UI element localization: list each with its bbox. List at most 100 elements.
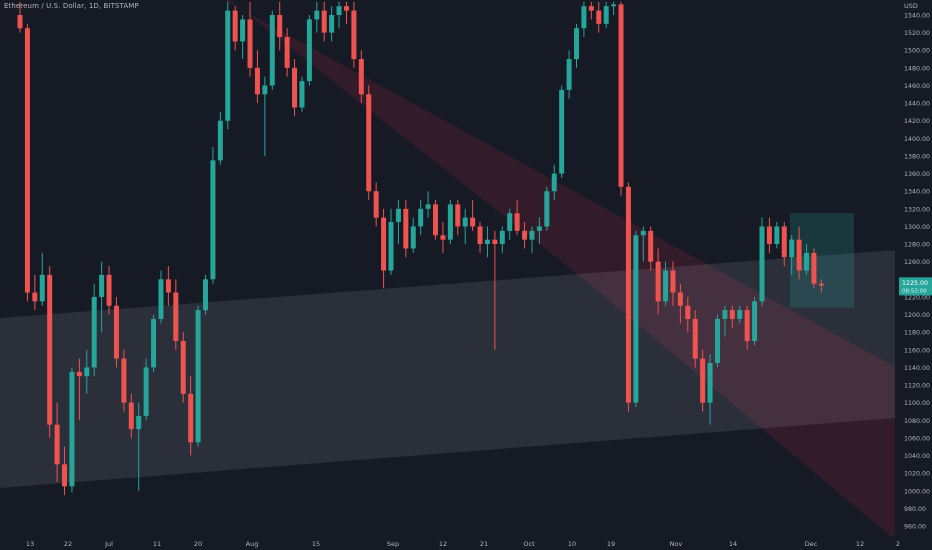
candle-body xyxy=(714,318,720,364)
candle xyxy=(611,1,617,15)
candle-body xyxy=(343,6,349,11)
candle-body xyxy=(618,4,624,187)
candle-body xyxy=(700,358,706,403)
candle xyxy=(685,296,691,333)
candle-body xyxy=(306,19,312,82)
candle-body xyxy=(403,208,409,249)
candle-body xyxy=(24,28,30,293)
candle-body xyxy=(766,226,772,245)
candle-body xyxy=(744,310,750,341)
x-tick-label: Aug xyxy=(246,540,259,548)
candle xyxy=(188,376,194,456)
x-tick-label: Sep xyxy=(387,540,399,548)
candle xyxy=(692,310,698,368)
candle xyxy=(106,266,112,315)
candle-body xyxy=(314,10,320,20)
candle-body xyxy=(173,292,179,341)
candle-body xyxy=(32,292,38,302)
candle-body xyxy=(737,310,743,319)
candle xyxy=(818,279,824,293)
candle-body xyxy=(462,217,468,227)
candle xyxy=(581,1,587,38)
candle xyxy=(381,208,387,289)
candle xyxy=(492,230,498,350)
candle-body xyxy=(329,15,335,33)
candle xyxy=(84,349,90,394)
candle-body xyxy=(440,235,446,240)
x-tick-label: 14 xyxy=(729,540,737,548)
candle xyxy=(781,222,787,267)
candle xyxy=(566,50,572,99)
candle xyxy=(588,1,594,20)
candle-body xyxy=(640,230,646,236)
candle-body xyxy=(91,296,97,368)
candle xyxy=(410,217,416,253)
candle xyxy=(128,393,134,438)
candle xyxy=(425,191,431,218)
candle-body xyxy=(69,371,75,487)
candle-body xyxy=(692,318,698,359)
x-tick-label: 10 xyxy=(568,540,576,548)
candle-body xyxy=(514,213,520,231)
y-tick-label: 1080.00 xyxy=(904,418,930,425)
candle xyxy=(240,15,246,60)
candle xyxy=(433,200,439,240)
y-tick-label: 1040.00 xyxy=(904,453,930,460)
candle xyxy=(559,85,565,178)
candle-body xyxy=(774,226,780,245)
candle-body xyxy=(151,318,157,368)
candle xyxy=(47,266,53,438)
candle xyxy=(752,296,758,346)
candle xyxy=(722,305,728,337)
candle xyxy=(618,1,624,196)
y-tick-label: 1160.00 xyxy=(904,347,930,354)
candle-body xyxy=(232,10,238,42)
candle-body xyxy=(625,186,631,403)
y-tick-label: 1380.00 xyxy=(904,153,930,160)
candle xyxy=(99,261,105,333)
candle-body xyxy=(113,305,119,359)
candle-body xyxy=(611,4,617,7)
candle xyxy=(574,23,579,68)
candle xyxy=(759,217,765,306)
x-tick-label: Nov xyxy=(670,540,683,548)
candle-body xyxy=(17,15,23,29)
candle xyxy=(32,274,38,311)
candle xyxy=(774,222,780,249)
y-tick-label: 1340.00 xyxy=(904,189,930,196)
candle-body xyxy=(722,310,728,319)
x-tick-label: 22 xyxy=(64,540,72,548)
ascending-channel xyxy=(0,250,895,488)
candle xyxy=(351,1,357,68)
candle xyxy=(529,226,535,253)
candle-body xyxy=(269,15,275,86)
candle xyxy=(277,1,283,51)
candle xyxy=(700,349,706,412)
y-tick-label: 1400.00 xyxy=(904,136,930,143)
candle xyxy=(388,208,394,275)
candle-body xyxy=(551,173,557,192)
candle-body xyxy=(596,10,602,24)
candle xyxy=(551,164,557,201)
candle xyxy=(358,50,364,104)
candle xyxy=(633,230,639,408)
candle xyxy=(292,59,298,117)
candle-body xyxy=(381,217,387,271)
candle-body xyxy=(395,208,401,223)
candle xyxy=(143,358,149,421)
candle xyxy=(329,6,335,42)
candle-body xyxy=(158,279,164,319)
candle xyxy=(522,222,528,249)
candle xyxy=(284,28,290,77)
candle-body xyxy=(574,28,579,60)
candle xyxy=(247,1,253,77)
candle-body xyxy=(54,424,60,465)
candle-body xyxy=(559,89,565,174)
candle-body xyxy=(729,310,735,319)
candle-body xyxy=(789,239,795,258)
candle-body xyxy=(655,261,661,302)
candle-body xyxy=(247,19,253,68)
candle-body xyxy=(581,6,587,29)
candle-body xyxy=(165,279,171,293)
